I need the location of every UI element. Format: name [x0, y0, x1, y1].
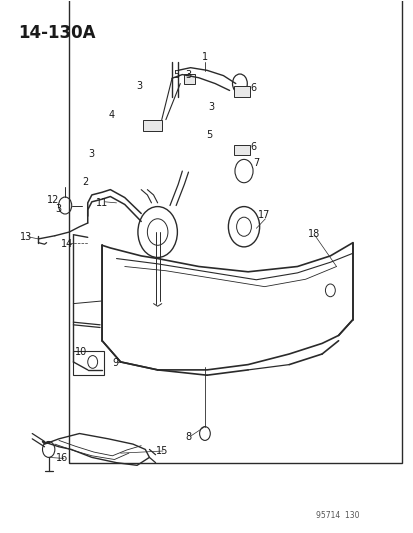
- Bar: [233, 86, 249, 97]
- Text: 95714  130: 95714 130: [315, 511, 358, 520]
- Text: 9: 9: [112, 358, 119, 368]
- Text: 10: 10: [75, 348, 88, 358]
- Text: 14: 14: [61, 239, 73, 249]
- Bar: [143, 119, 161, 131]
- Text: 18: 18: [307, 229, 319, 239]
- Bar: [73, 351, 104, 375]
- Text: 4: 4: [108, 110, 114, 120]
- Text: 3: 3: [185, 70, 191, 79]
- Text: 3: 3: [136, 81, 142, 91]
- Text: 15: 15: [155, 446, 168, 456]
- Text: 16: 16: [56, 454, 68, 463]
- Text: 6: 6: [250, 142, 256, 152]
- Text: 14-130A: 14-130A: [18, 23, 95, 42]
- Text: 3: 3: [55, 204, 61, 214]
- Text: 7: 7: [253, 158, 259, 168]
- Bar: [184, 74, 194, 84]
- Text: 5: 5: [173, 70, 179, 79]
- Text: 2: 2: [82, 176, 89, 187]
- Text: 3: 3: [88, 149, 95, 159]
- Text: 8: 8: [185, 432, 191, 442]
- Bar: [69, 0, 401, 463]
- Text: 5: 5: [205, 130, 212, 140]
- Text: 3: 3: [208, 102, 214, 112]
- Text: 13: 13: [20, 232, 32, 243]
- Bar: [233, 144, 249, 155]
- Text: 12: 12: [47, 195, 59, 205]
- Text: 1: 1: [202, 52, 207, 62]
- Text: 6: 6: [249, 83, 256, 93]
- Text: 11: 11: [96, 198, 108, 208]
- Text: 17: 17: [257, 209, 269, 220]
